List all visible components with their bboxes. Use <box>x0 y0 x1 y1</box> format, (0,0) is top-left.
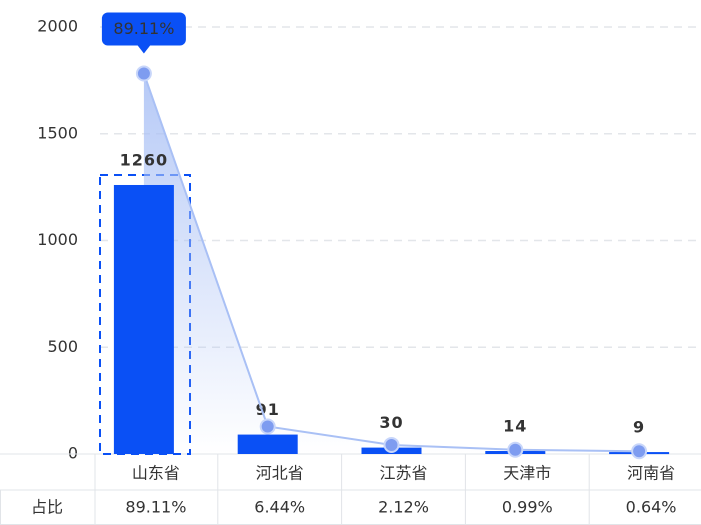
line-point <box>259 418 276 435</box>
bar-value-label: 14 <box>503 417 527 436</box>
x-tick-label: 河南省 <box>627 464 675 483</box>
bar-value-label: 1260 <box>120 150 169 169</box>
bar <box>113 184 174 455</box>
tooltip-label: 89.11% <box>113 19 174 38</box>
y-tick-label: 2000 <box>37 17 78 36</box>
y-tick-label: 0 <box>68 444 78 463</box>
line-point <box>631 443 648 460</box>
ratio-cell: 89.11% <box>125 498 186 517</box>
tooltip-box <box>101 12 186 46</box>
y-tick-label: 1000 <box>37 230 78 249</box>
line-point <box>383 436 400 453</box>
line-point <box>507 441 524 458</box>
x-tick-label: 河北省 <box>256 464 304 483</box>
ratio-cell: 2.12% <box>378 498 429 517</box>
x-tick-label: 江苏省 <box>379 464 427 483</box>
line-area <box>143 73 640 454</box>
bar-value-label: 91 <box>256 400 280 419</box>
line-point <box>135 65 152 82</box>
bar-value-label: 9 <box>633 418 645 437</box>
ratio-cell: 6.44% <box>254 498 305 517</box>
bar <box>237 434 298 454</box>
x-tick-label: 天津市 <box>503 464 551 483</box>
ratio-cell: 0.99% <box>502 498 553 517</box>
row-label: 占比 <box>31 498 63 517</box>
ratio-cell: 0.64% <box>626 498 677 517</box>
tooltip-pointer <box>136 44 151 54</box>
y-tick-label: 1500 <box>37 123 78 142</box>
y-tick-label: 500 <box>47 337 78 356</box>
bar-value-label: 30 <box>379 413 403 432</box>
x-tick-label: 山东省 <box>132 464 180 483</box>
